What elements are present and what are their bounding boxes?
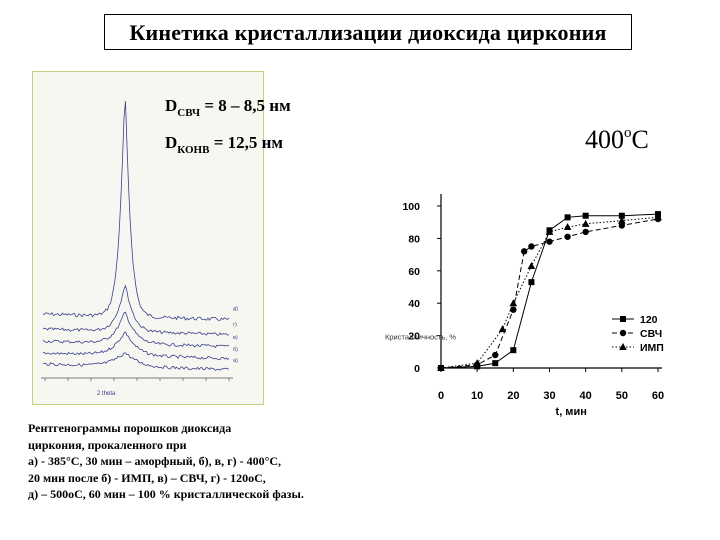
series-line (440, 218, 659, 369)
xrd-x-ticks (44, 378, 230, 381)
data-point-triangle (473, 359, 481, 367)
x-tick-label: 20 (507, 390, 519, 402)
caption-line: 20 мин после б) - ИМП, в) – СВЧ, г) - 12… (28, 470, 266, 485)
data-point-circle (564, 233, 571, 240)
series-square (438, 211, 661, 371)
y-tick-label: 40 (408, 298, 420, 310)
xrd-patterns-panel: д) г) в) б) а) 2 theta (32, 71, 264, 405)
series-circle (437, 215, 662, 372)
data-point-circle (546, 238, 553, 245)
data-point-triangle (619, 343, 627, 350)
xrd-trace (42, 311, 230, 349)
d-konv-sub: КОНВ (177, 144, 210, 156)
d-konv-symbol: D (165, 133, 178, 152)
data-point-triangle (563, 223, 572, 231)
data-point-triangle (545, 227, 554, 235)
xrd-trace (42, 352, 230, 371)
series-triangle (437, 213, 662, 371)
chart-x-label: t, мин (556, 406, 587, 418)
x-tick-label: 0 (438, 390, 444, 402)
data-point-circle (582, 228, 589, 236)
d-svch-symbol: D (165, 96, 178, 115)
x-tick-label: 30 (543, 390, 555, 402)
xrd-curve-label: а) (233, 358, 238, 364)
xrd-traces (42, 101, 230, 371)
caption-line: Рентгенограммы порошков диоксида (28, 421, 232, 435)
chart-series (437, 211, 662, 372)
slide-title: Кинетика кристаллизации диоксида циркони… (129, 20, 607, 45)
data-point-square (564, 214, 571, 221)
legend-label: СВЧ (640, 328, 662, 340)
x-tick-label: 40 (580, 390, 592, 402)
chart-legend: 120 СВЧ ИМП (612, 314, 664, 354)
d-svch-sub: СВЧ (177, 107, 201, 119)
temperature-label: 400оС (585, 125, 649, 155)
xrd-trace (42, 331, 230, 361)
data-point-circle (528, 243, 535, 250)
data-point-square (492, 360, 499, 367)
data-point-triangle (437, 364, 445, 371)
temperature-value: 400 (585, 125, 624, 154)
xrd-curve-label: б) (233, 347, 238, 353)
data-point-square (528, 279, 535, 286)
series-line (440, 213, 659, 369)
caption-line: а) - 385°С, 30 мин – аморфный, б), в, г)… (28, 454, 282, 468)
y-tick-label: 80 (408, 233, 420, 245)
data-point-triangle (618, 216, 626, 224)
temperature-degree: о (624, 125, 632, 141)
data-point-triangle (498, 325, 507, 333)
xrd-curve-label: д) (233, 306, 238, 312)
d-svch-line: DСВЧ = 8 – 8,5 нм (165, 96, 291, 119)
temperature-unit: С (631, 125, 649, 154)
xrd-trace (42, 101, 230, 321)
x-tick-label: 50 (616, 390, 628, 402)
xrd-patterns-plot: д) г) в) б) а) 2 theta (41, 101, 238, 397)
chart-y-label: Кристалличность, % (385, 333, 456, 342)
series-line (440, 216, 659, 369)
kinetics-chart: 0 10 20 30 40 50 60 0 20 40 60 80 100 120 СВЧ ИМП t, м… (385, 194, 664, 418)
d-konv-value: = 12,5 нм (213, 133, 283, 152)
y-tick-label: 100 (402, 201, 420, 213)
y-tick-label: 20 (408, 331, 420, 343)
data-point-square (620, 316, 626, 322)
data-point-circle (619, 329, 627, 337)
data-point-square (510, 347, 517, 354)
data-point-triangle (527, 261, 536, 269)
x-tick-label: 10 (471, 390, 483, 402)
legend-label: 120 (640, 314, 658, 326)
xrd-curve-label: г) (233, 322, 237, 328)
y-tick-label: 0 (414, 363, 420, 375)
xrd-caption: Рентгенограммы порошков диоксида циркони… (28, 420, 368, 503)
data-point-circle (618, 222, 626, 229)
y-tick-label: 60 (408, 266, 420, 278)
d-konv-line: DКОНВ = 12,5 нм (165, 133, 283, 156)
data-point-triangle (509, 299, 518, 307)
caption-line: д) – 500оС, 60 мин – 100 % кристаллическ… (28, 487, 304, 501)
data-point-square (618, 212, 625, 219)
chart-axes: 0 10 20 30 40 50 60 0 20 40 60 80 100 (402, 194, 664, 402)
data-point-circle (492, 351, 499, 359)
data-point-triangle (581, 219, 590, 227)
xrd-trace (42, 284, 230, 336)
xrd-curve-label: в) (233, 335, 238, 341)
data-point-square (582, 212, 589, 219)
title-box: Кинетика кристаллизации диоксида циркони… (104, 14, 632, 50)
d-svch-value: = 8 – 8,5 нм (204, 96, 291, 115)
data-point-triangle (654, 213, 662, 221)
x-tick-label: 60 (652, 390, 664, 402)
xrd-axis-label: 2 theta (97, 391, 116, 397)
xrd-curve-labels: д) г) в) б) а) (233, 306, 238, 364)
data-point-circle (520, 248, 528, 255)
legend-label: ИМП (640, 342, 664, 354)
caption-line: циркония, прокаленного при (28, 437, 187, 452)
